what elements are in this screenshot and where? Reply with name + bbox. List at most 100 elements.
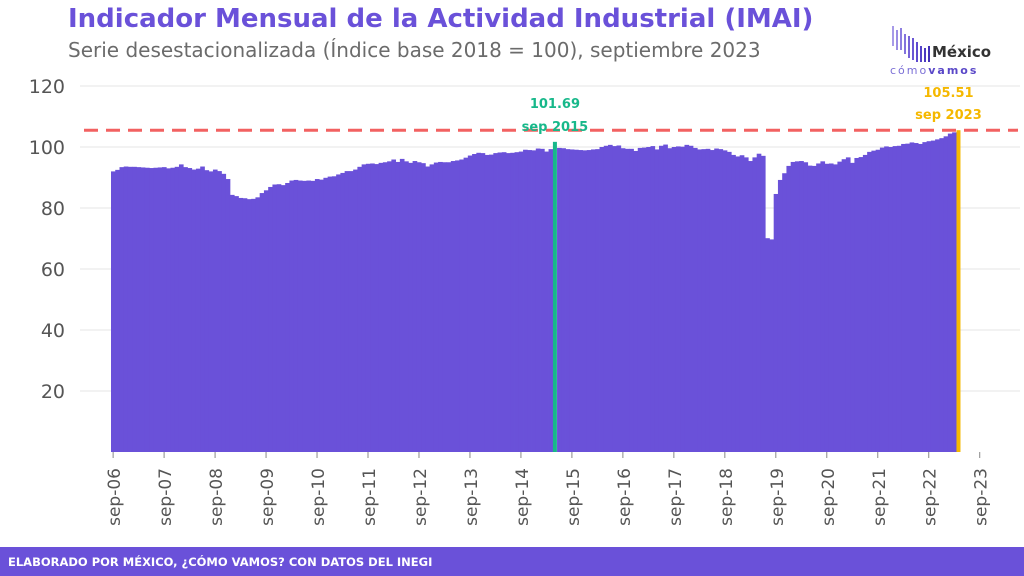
data-bar bbox=[884, 146, 889, 452]
data-bar bbox=[799, 161, 804, 452]
data-bar bbox=[769, 239, 775, 452]
data-bar bbox=[204, 170, 210, 452]
data-bar bbox=[582, 150, 588, 453]
data-bar bbox=[416, 162, 422, 452]
x-tick-label: sep-20 bbox=[819, 468, 839, 526]
data-bar bbox=[144, 167, 150, 453]
data-bar bbox=[378, 162, 384, 453]
data-bar bbox=[748, 161, 753, 452]
data-bar bbox=[786, 165, 792, 452]
data-bar bbox=[178, 164, 184, 452]
footer-bar: ELABORADO POR MÉXICO, ¿CÓMO VAMOS? CON D… bbox=[0, 547, 1024, 576]
data-bar bbox=[756, 153, 762, 452]
data-bar bbox=[828, 163, 834, 452]
data-bar bbox=[127, 166, 133, 452]
data-bar bbox=[777, 179, 783, 452]
data-bar bbox=[404, 161, 409, 452]
x-tick-label: sep-07 bbox=[156, 468, 176, 526]
annotation-date-orange: sep 2023 bbox=[915, 108, 982, 123]
data-bar bbox=[442, 162, 447, 452]
data-bar bbox=[608, 144, 613, 453]
data-bar bbox=[306, 180, 312, 453]
logo-text-como: cómo bbox=[890, 64, 929, 77]
data-bar bbox=[327, 176, 333, 452]
data-bar bbox=[446, 162, 452, 452]
data-bar bbox=[302, 180, 307, 453]
data-bar bbox=[875, 149, 881, 452]
x-tick-label: sep-11 bbox=[360, 468, 380, 526]
data-bar bbox=[438, 161, 443, 452]
data-bar bbox=[225, 179, 231, 452]
y-tick-label: 60 bbox=[41, 259, 65, 281]
data-bar bbox=[901, 143, 906, 452]
data-bar bbox=[642, 147, 647, 453]
data-bar bbox=[399, 158, 405, 452]
data-bar bbox=[956, 130, 961, 452]
data-bar bbox=[867, 151, 872, 452]
data-bar bbox=[357, 166, 363, 452]
data-bar bbox=[552, 141, 557, 452]
data-bar bbox=[136, 167, 142, 452]
data-bar bbox=[646, 147, 651, 452]
data-bar bbox=[650, 146, 656, 452]
data-bar bbox=[765, 238, 770, 452]
data-bar bbox=[548, 149, 554, 452]
mexico-como-vamos-logo: México cómovamos bbox=[890, 22, 1010, 82]
x-tick-label: sep-16 bbox=[615, 468, 635, 526]
data-bar bbox=[871, 150, 877, 452]
data-bar bbox=[654, 149, 660, 452]
chart-title: Indicador Mensual de la Actividad Indust… bbox=[68, 4, 814, 34]
data-bar bbox=[845, 157, 851, 452]
data-bar bbox=[348, 171, 354, 452]
data-bar bbox=[782, 173, 787, 453]
data-bar bbox=[612, 146, 617, 452]
y-tick-label: 100 bbox=[29, 137, 65, 159]
imai-bar-chart: 20 40 60 80 100 120 sep-06 sep-07 sep-08 sep-09 se… bbox=[29, 76, 1020, 526]
data-bar bbox=[858, 157, 864, 452]
data-bar bbox=[246, 199, 252, 452]
data-bar bbox=[531, 150, 537, 453]
data-bar bbox=[675, 146, 681, 452]
data-bar bbox=[578, 150, 583, 453]
data-bar bbox=[939, 138, 945, 452]
data-bar bbox=[276, 184, 282, 452]
footer-credit: ELABORADO POR MÉXICO, ¿CÓMO VAMOS? CON D… bbox=[8, 555, 433, 569]
data-bar bbox=[259, 193, 265, 452]
data-bar bbox=[285, 182, 290, 453]
data-bar bbox=[195, 168, 201, 452]
data-bar bbox=[476, 152, 481, 453]
data-bar bbox=[212, 169, 218, 452]
y-tick-label: 40 bbox=[41, 320, 65, 342]
data-bar bbox=[633, 150, 639, 452]
data-bar bbox=[251, 198, 256, 452]
data-bar bbox=[395, 161, 401, 452]
data-bar bbox=[561, 148, 566, 452]
data-bar bbox=[425, 166, 430, 452]
data-bar bbox=[170, 167, 176, 453]
data-bar bbox=[115, 169, 120, 452]
data-bar bbox=[463, 157, 469, 453]
data-bar bbox=[161, 167, 167, 452]
x-tick-label: sep-21 bbox=[870, 468, 890, 526]
data-bar bbox=[833, 164, 838, 452]
data-bar bbox=[947, 133, 953, 452]
data-bar bbox=[794, 161, 800, 452]
data-bar bbox=[739, 155, 745, 453]
x-tick-label: sep-08 bbox=[207, 468, 227, 526]
data-bar bbox=[905, 143, 911, 452]
data-bar bbox=[293, 179, 299, 452]
data-bar bbox=[459, 159, 464, 452]
data-bar bbox=[688, 145, 694, 452]
y-tick-label: 80 bbox=[41, 198, 65, 220]
data-bar bbox=[943, 136, 949, 452]
logo-text-mexico: México bbox=[932, 43, 992, 61]
x-tick-label: sep-18 bbox=[717, 468, 737, 526]
data-bar bbox=[616, 145, 622, 452]
data-bar bbox=[544, 151, 549, 452]
x-tick-label: sep-19 bbox=[768, 468, 788, 526]
data-bar bbox=[760, 155, 766, 452]
data-bar bbox=[811, 165, 817, 452]
data-bar bbox=[323, 177, 329, 452]
data-bar bbox=[387, 161, 392, 452]
data-bar bbox=[331, 176, 337, 452]
